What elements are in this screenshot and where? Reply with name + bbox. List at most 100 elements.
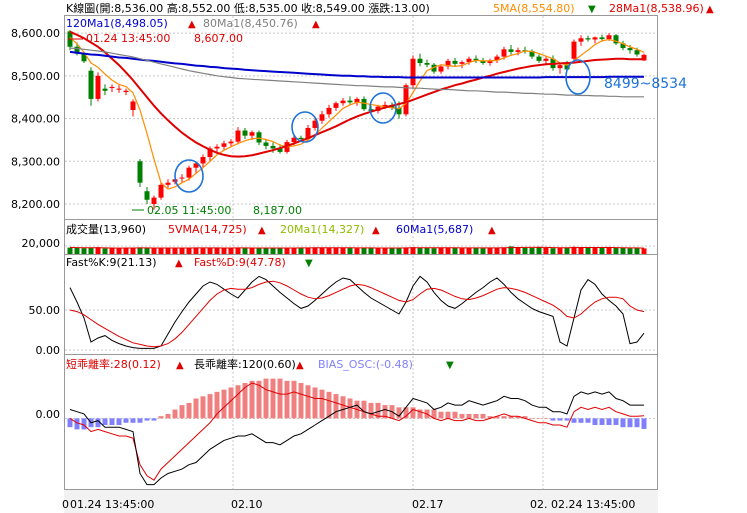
price-tick-label-2: 8,400.00 [11, 113, 60, 126]
candle-body-30 [277, 148, 283, 152]
candle-body-66 [529, 51, 535, 57]
volume-bar-35 [312, 247, 318, 254]
volume-bar-23 [228, 248, 234, 254]
bias-osc-bar-18 [193, 398, 199, 419]
volume-bar-47 [396, 248, 402, 254]
bias-osc-bar-57 [466, 413, 472, 419]
bias-osc-bar-7 [116, 418, 122, 425]
candle-body-47 [396, 107, 402, 115]
bias-osc-bar-54 [445, 411, 451, 419]
bias-osc-bar-56 [459, 413, 465, 419]
volume-bar-33 [298, 247, 304, 254]
fastd-line [69, 280, 645, 348]
bias-osc-bar-30 [277, 378, 283, 419]
volume-bar-5 [102, 248, 108, 254]
candle-body-48 [403, 85, 409, 115]
volume-bar-50 [417, 247, 423, 254]
bias-short-label: 短乖離率:28(0.12) [66, 357, 161, 371]
bias-osc-bar-29 [270, 378, 276, 419]
volume-bar-46 [389, 247, 395, 254]
volume-bar-16 [179, 247, 185, 254]
volume-bar-44 [375, 248, 381, 254]
volume-bar-81 [634, 247, 640, 254]
bias-osc-bar-23 [228, 387, 234, 419]
bias-osc-label: BIAS_OSC:(-0.48) [318, 358, 413, 371]
candle-body-50 [417, 58, 423, 64]
bias-osc-bar-75 [592, 418, 598, 425]
ma80-up-arrow: ▲ [312, 19, 320, 30]
vma20-arrow: ▲ [372, 225, 380, 236]
candle-body-37 [326, 107, 332, 115]
candle-body-28 [263, 142, 269, 146]
price-layer [67, 30, 647, 210]
bias-osc-bar-44 [375, 402, 381, 419]
bias-osc-bar-0 [67, 418, 73, 428]
candle-body-18 [193, 163, 199, 168]
volume-bar-9 [130, 248, 136, 254]
volume-bar-38 [333, 247, 339, 254]
bias-osc-bar-63 [508, 416, 514, 419]
volume-bar-75 [592, 247, 598, 254]
bias-osc-bar-40 [347, 398, 353, 419]
volume-bar-7 [116, 247, 122, 254]
volume-bar-79 [620, 248, 626, 254]
volume-bar-62 [501, 248, 507, 254]
x-axis-band [64, 490, 658, 513]
candle-body-51 [424, 63, 430, 65]
bias-osc-bar-62 [501, 416, 507, 419]
candle-body-14 [165, 182, 171, 185]
bias-osc-bar-65 [522, 416, 528, 419]
bias-osc-bar-31 [284, 380, 290, 419]
bias-osc-bar-10 [137, 418, 143, 423]
volume-bar-17 [186, 248, 192, 254]
bias-osc-bar-42 [361, 400, 367, 419]
bias-panel-frame [64, 354, 658, 490]
candle-body-11 [144, 191, 150, 200]
bias-osc-bar-27 [256, 380, 262, 419]
bias-osc-bar-70 [557, 418, 563, 421]
candle-body-22 [221, 143, 227, 147]
candle-body-78 [613, 35, 619, 44]
bias-osc-bar-55 [452, 411, 458, 419]
bias-osc-bar-9 [130, 418, 136, 423]
volume-bar-70 [557, 247, 563, 254]
bias-osc-bar-35 [312, 387, 318, 419]
x-label-3: 02.17 [412, 498, 444, 511]
bias-osc-bar-49 [410, 407, 416, 419]
bias-osc-bar-21 [214, 391, 220, 419]
bias-osc-bar-68 [543, 418, 549, 419]
volume-bar-68 [543, 248, 549, 254]
candle-body-54 [445, 60, 451, 67]
bias-osc-bar-20 [207, 394, 213, 419]
candle-body-52 [431, 64, 437, 72]
candle-body-39 [340, 100, 346, 104]
bias-osc-bar-81 [634, 418, 640, 428]
volume-bar-42 [361, 248, 367, 254]
highlight-circles [174, 59, 591, 193]
candle-body-70 [557, 65, 563, 69]
candle-body-7 [116, 88, 122, 90]
high-marker-date: 01.24 13:45:00 [86, 32, 170, 45]
bias-osc-bar-22 [221, 389, 227, 419]
volume-bar-14 [165, 248, 171, 254]
bias-osc-bar-77 [606, 418, 612, 425]
bias-osc-bar-66 [529, 418, 535, 419]
candle-body-12 [151, 197, 157, 205]
volume-bar-3 [88, 247, 94, 254]
x-label-4: 02. [530, 498, 548, 511]
candle-body-61 [494, 56, 500, 61]
candle-body-40 [347, 100, 353, 103]
candle-body-23 [228, 141, 234, 144]
volume-bar-69 [550, 248, 556, 254]
bias-osc-bar-11 [144, 418, 150, 421]
volume-bar-60 [487, 247, 493, 254]
candle-body-2 [81, 53, 87, 62]
volume-bar-31 [284, 247, 290, 254]
candle-body-35 [312, 120, 318, 128]
candle-body-21 [214, 146, 220, 149]
bias-osc-bar-2 [81, 418, 87, 430]
bias-short-line [69, 382, 645, 481]
volume-layer [67, 246, 647, 254]
ma5-line [69, 36, 645, 190]
bias-osc-bar-60 [487, 416, 493, 419]
